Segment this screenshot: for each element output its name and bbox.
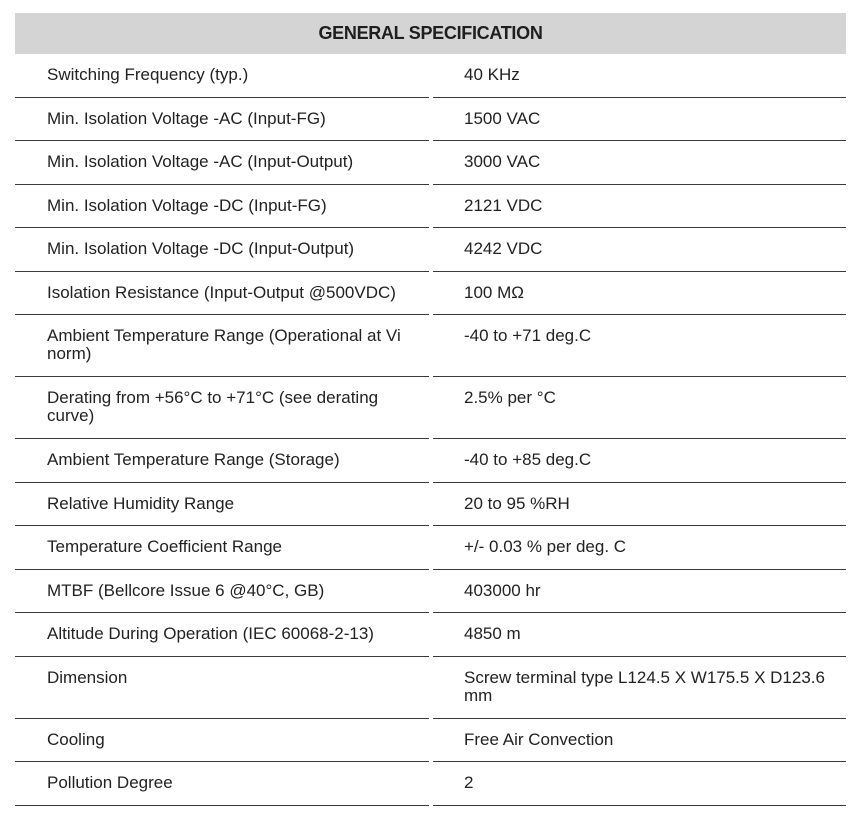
- spec-label: Dimension: [15, 657, 429, 719]
- table-row: Ambient Temperature Range (Operational a…: [15, 315, 846, 377]
- spec-value: 2: [433, 762, 846, 806]
- spec-value: 2.5% per °C: [433, 377, 846, 439]
- spec-label: Pollution Degree: [15, 762, 429, 806]
- spec-label: Min. Isolation Voltage -AC (Input-FG): [15, 98, 429, 141]
- table-row: Min. Isolation Voltage -DC (Input-FG) 21…: [15, 185, 846, 228]
- table-row: Cooling Free Air Convection: [15, 719, 846, 762]
- spec-value: -40 to +71 deg.C: [433, 315, 846, 377]
- table-row: MTBF (Bellcore Issue 6 @40°C, GB) 403000…: [15, 570, 846, 613]
- spec-label: Switching Frequency (typ.): [15, 54, 429, 98]
- spec-label: Temperature Coefficient Range: [15, 526, 429, 570]
- spec-value: 403000 hr: [433, 570, 846, 613]
- spec-label: Relative Humidity Range: [15, 483, 429, 526]
- spec-value: 20 to 95 %RH: [433, 483, 846, 526]
- spec-label: Ambient Temperature Range (Operational a…: [15, 315, 429, 377]
- table-row: Isolation Resistance (Input-Output @500V…: [15, 272, 846, 315]
- spec-value: Screw terminal type L124.5 X W175.5 X D1…: [433, 657, 846, 719]
- spec-label: Isolation Resistance (Input-Output @500V…: [15, 272, 429, 315]
- table-row: Min. Isolation Voltage -AC (Input-FG) 15…: [15, 98, 846, 141]
- table-row: Relative Humidity Range 20 to 95 %RH: [15, 483, 846, 526]
- spec-label: Ambient Temperature Range (Storage): [15, 439, 429, 483]
- spec-value: 3000 VAC: [433, 141, 846, 185]
- table-row: Switching Frequency (typ.) 40 KHz: [15, 54, 846, 98]
- general-specification-table: GENERAL SPECIFICATION Switching Frequenc…: [15, 13, 846, 806]
- spec-value: -40 to +85 deg.C: [433, 439, 846, 483]
- spec-label: Min. Isolation Voltage -DC (Input-FG): [15, 185, 429, 228]
- spec-label: Derating from +56°C to +71°C (see derati…: [15, 377, 429, 439]
- table-row: Dimension Screw terminal type L124.5 X W…: [15, 657, 846, 719]
- spec-value: 2121 VDC: [433, 185, 846, 228]
- spec-value: 1500 VAC: [433, 98, 846, 141]
- table-row: Min. Isolation Voltage -DC (Input-Output…: [15, 228, 846, 272]
- spec-value: 40 KHz: [433, 54, 846, 98]
- spec-value: 4850 m: [433, 613, 846, 657]
- spec-label: Altitude During Operation (IEC 60068-2-1…: [15, 613, 429, 657]
- spec-label: Min. Isolation Voltage -AC (Input-Output…: [15, 141, 429, 185]
- spec-label: Min. Isolation Voltage -DC (Input-Output…: [15, 228, 429, 272]
- table-row: Pollution Degree 2: [15, 762, 846, 806]
- table-row: Temperature Coefficient Range +/- 0.03 %…: [15, 526, 846, 570]
- spec-label: MTBF (Bellcore Issue 6 @40°C, GB): [15, 570, 429, 613]
- table-row: Derating from +56°C to +71°C (see derati…: [15, 377, 846, 439]
- spec-value: 4242 VDC: [433, 228, 846, 272]
- spec-label: Cooling: [15, 719, 429, 762]
- spec-value: +/- 0.03 % per deg. C: [433, 526, 846, 570]
- table-row: Altitude During Operation (IEC 60068-2-1…: [15, 613, 846, 657]
- table-title: GENERAL SPECIFICATION: [15, 13, 846, 54]
- table-row: Min. Isolation Voltage -AC (Input-Output…: [15, 141, 846, 185]
- spec-value: Free Air Convection: [433, 719, 846, 762]
- table-row: Ambient Temperature Range (Storage) -40 …: [15, 439, 846, 483]
- spec-value: 100 MΩ: [433, 272, 846, 315]
